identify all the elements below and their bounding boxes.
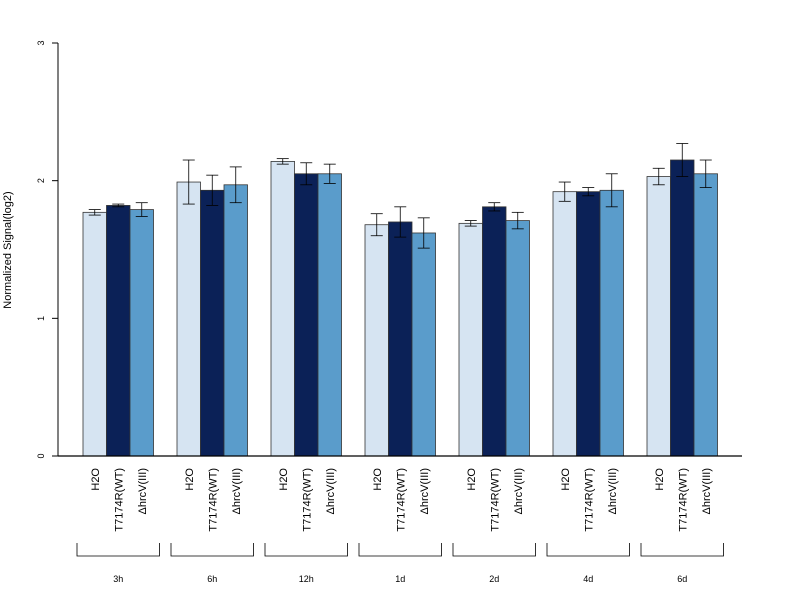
bar	[106, 205, 131, 457]
bar	[552, 191, 577, 457]
bar	[129, 209, 154, 457]
bar-label: H2O	[90, 468, 102, 491]
bar-label: H2O	[654, 468, 666, 491]
bar	[82, 211, 107, 457]
bar-label: ΔhrcV(III)	[513, 468, 525, 514]
group-bracket	[76, 543, 160, 557]
bar-label: ΔhrcV(III)	[701, 468, 713, 514]
group-label: 4d	[583, 574, 593, 584]
group-label: 12h	[299, 574, 314, 584]
y-tick-label: 2	[36, 178, 46, 183]
y-tick-label: 0	[36, 453, 46, 458]
bar-label: T7174R(WT)	[677, 468, 689, 532]
group-bracket	[640, 543, 724, 557]
bar-label: H2O	[560, 468, 572, 491]
group-bracket	[546, 543, 630, 557]
bar-label: H2O	[372, 468, 384, 491]
bar	[411, 232, 436, 457]
bar-label: T7174R(WT)	[301, 468, 313, 532]
bar	[670, 159, 695, 457]
bar	[317, 173, 342, 457]
bar-label: T7174R(WT)	[583, 468, 595, 532]
bar	[693, 173, 718, 457]
bar-label: T7174R(WT)	[489, 468, 501, 532]
bar-label: ΔhrcV(III)	[231, 468, 243, 514]
group-label: 1d	[395, 574, 405, 584]
bar-label: T7174R(WT)	[395, 468, 407, 532]
bar-label: T7174R(WT)	[207, 468, 219, 532]
group-label: 6h	[207, 574, 217, 584]
bar	[482, 206, 507, 457]
group-label: 2d	[489, 574, 499, 584]
bar	[599, 189, 624, 457]
bar	[646, 176, 671, 457]
bar	[223, 184, 248, 457]
group-label: 6d	[677, 574, 687, 584]
bar-label: ΔhrcV(III)	[325, 468, 337, 514]
bar-label: ΔhrcV(III)	[419, 468, 431, 514]
bar-label: H2O	[466, 468, 478, 491]
group-bracket	[452, 543, 536, 557]
bar-label: H2O	[278, 468, 290, 491]
bar-label: H2O	[184, 468, 196, 491]
bar-label: ΔhrcV(III)	[607, 468, 619, 514]
y-tick-label: 1	[36, 316, 46, 321]
y-tick-label: 3	[36, 40, 46, 45]
bar	[505, 220, 530, 457]
bar	[176, 181, 201, 457]
group-label: 3h	[113, 574, 123, 584]
bar	[364, 224, 389, 457]
bar	[200, 189, 225, 457]
group-bracket	[170, 543, 254, 557]
group-bracket	[358, 543, 442, 557]
bar	[294, 173, 319, 457]
bar	[576, 191, 601, 457]
bar-label: T7174R(WT)	[113, 468, 125, 532]
bar	[388, 221, 413, 457]
y-axis-label: Normalized Signal(log2)	[2, 191, 14, 308]
bar	[270, 160, 295, 457]
bar-label: ΔhrcV(III)	[137, 468, 149, 514]
group-bracket	[264, 543, 348, 557]
bar	[458, 222, 483, 457]
